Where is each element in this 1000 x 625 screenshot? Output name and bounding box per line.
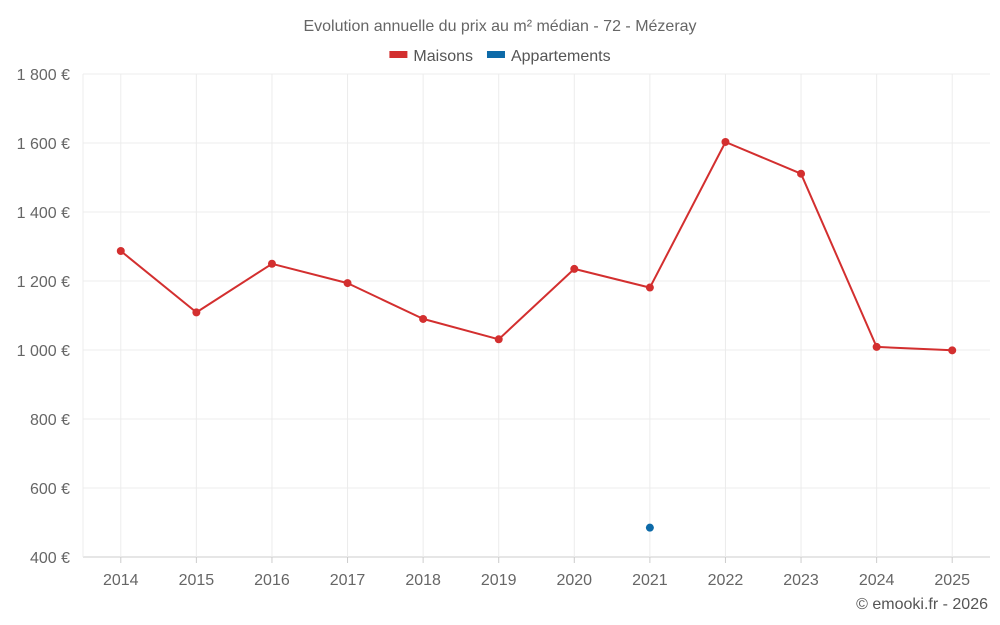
series-line-maisons [120,141,953,352]
y-tick-label-1800: 1 800 € [17,67,70,84]
x-tick-label-2019: 2019 [481,572,517,589]
legend-swatch-appartements[interactable] [486,51,505,58]
point-maisons-2017[interactable] [343,279,352,288]
grid-lines [82,73,990,558]
credit-text: © emooki.fr - 2026 [856,596,988,613]
x-tick-label-2018: 2018 [405,572,441,589]
series-maisons [116,137,957,355]
legend-label-maisons: Maisons [413,48,473,65]
x-tick-label-2025: 2025 [934,572,970,589]
x-tick-label-2020: 2020 [556,572,592,589]
legend: Maisons Appartements [389,48,611,65]
x-tick-label-2022: 2022 [708,572,744,589]
point-appartements-2021[interactable] [645,523,654,532]
legend-swatch-maisons[interactable] [389,51,408,58]
y-tick-label-400: 400 € [30,550,70,567]
y-tick-label-1600: 1 600 € [17,136,70,153]
y-axis: 400 € 600 € 800 € 1 000 € 1 200 € 1 400 € 1 60… [17,67,70,567]
point-maisons-2018[interactable] [419,314,428,323]
point-maisons-2024[interactable] [872,342,881,351]
x-tick-label-2017: 2017 [330,572,366,589]
point-maisons-2016[interactable] [267,259,276,268]
x-tick-label-2015: 2015 [179,572,215,589]
point-maisons-2020[interactable] [570,264,579,273]
y-tick-label-1200: 1 200 € [17,274,70,291]
x-tick-label-2021: 2021 [632,572,668,589]
series-layer [116,137,957,532]
x-tick-label-2023: 2023 [783,572,819,589]
series-appartements [645,523,654,532]
y-tick-label-600: 600 € [30,481,70,498]
y-tick-label-800: 800 € [30,412,70,429]
point-maisons-2015[interactable] [192,308,201,317]
point-maisons-2025[interactable] [948,346,957,355]
y-tick-label-1000: 1 000 € [17,343,70,360]
y-tick-label-1400: 1 400 € [17,205,70,222]
x-tick-label-2014: 2014 [103,572,139,589]
point-maisons-2019[interactable] [494,335,503,344]
x-tick-label-2024: 2024 [859,572,895,589]
legend-label-appartements: Appartements [511,48,611,65]
point-maisons-2014[interactable] [116,246,125,255]
point-maisons-2022[interactable] [721,137,730,146]
point-maisons-2021[interactable] [645,283,654,292]
x-axis: 2014 2015 2016 2017 2018 2019 2020 2021 2022 2023… [103,557,970,589]
chart-title: Evolution annuelle du prix au m² médian … [303,18,696,35]
x-tick-label-2016: 2016 [254,572,290,589]
point-maisons-2023[interactable] [797,169,806,178]
